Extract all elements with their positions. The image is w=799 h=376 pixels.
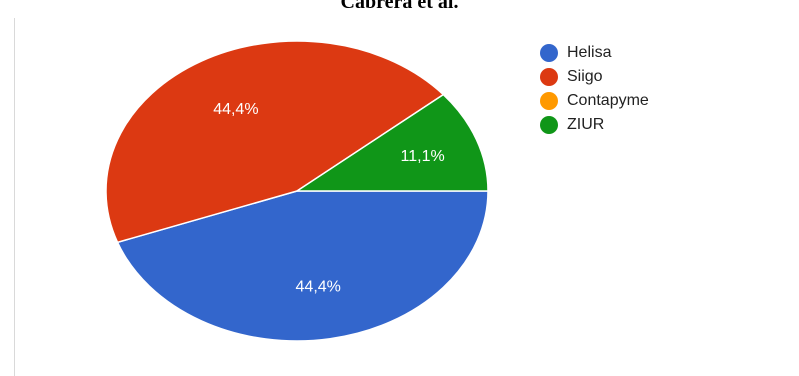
legend-item-contapyme[interactable]: Contapyme [540,89,649,113]
legend: Helisa Siigo Contapyme ZIUR [540,41,649,137]
legend-item-siigo[interactable]: Siigo [540,65,649,89]
pie-slice-helisa [116,190,489,342]
legend-swatch-siigo [540,68,558,86]
legend-item-ziur[interactable]: ZIUR [540,113,649,137]
header-title: Cabrera et al. [340,0,459,13]
legend-label-ziur: ZIUR [567,116,605,133]
pie-slice-ziur [294,93,489,192]
legend-item-helisa[interactable]: Helisa [540,41,649,65]
legend-swatch-contapyme [540,92,558,110]
legend-swatch-helisa [540,44,558,62]
frame-divider [14,18,15,376]
legend-label-contapyme: Contapyme [567,92,649,109]
pie-slice-siigo [105,40,445,244]
slice-label-ziur: 11,1% [401,148,445,165]
legend-swatch-ziur [540,116,558,134]
slice-label-siigo: 44,4% [213,101,258,118]
slice-label-helisa: 44,4% [296,279,341,296]
legend-label-helisa: Helisa [567,44,612,61]
legend-label-siigo: Siigo [567,68,603,85]
